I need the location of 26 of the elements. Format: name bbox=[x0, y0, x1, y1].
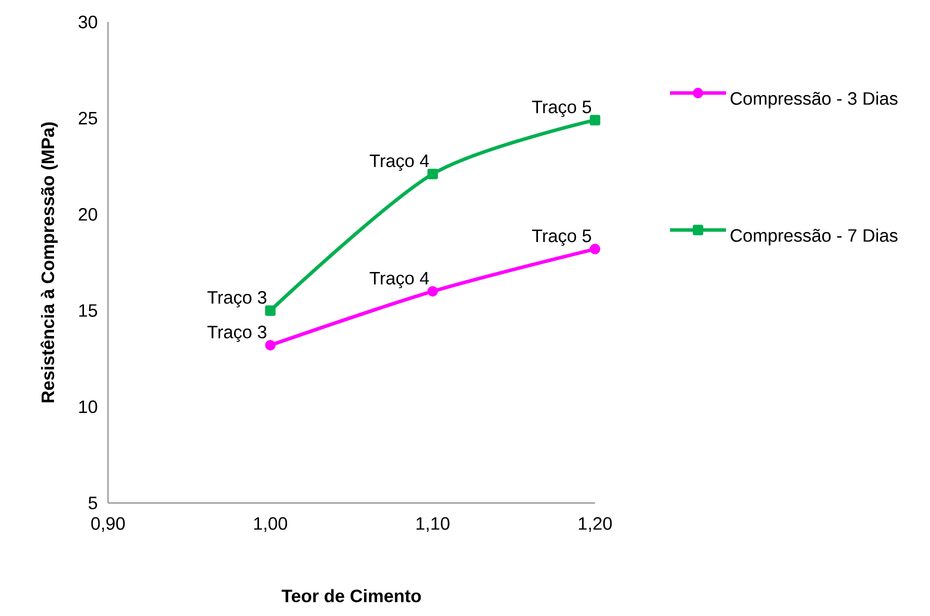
y-tick-label: 25 bbox=[78, 112, 98, 125]
annotation: Traço 5 bbox=[532, 230, 592, 246]
annotation: Traço 4 bbox=[370, 272, 429, 288]
x-tick-label: 1,00 bbox=[254, 517, 288, 532]
x-tick-label: 1,20 bbox=[578, 517, 612, 532]
y-tick-label: 15 bbox=[79, 304, 98, 317]
point bbox=[265, 305, 276, 316]
annotation: Traço 3 bbox=[207, 291, 266, 308]
y-axis-title: Resistência à Compressão (MPa) bbox=[40, 122, 58, 402]
point bbox=[427, 168, 438, 180]
point bbox=[590, 244, 600, 254]
x-tick-label: 0,90 bbox=[91, 517, 125, 532]
y-tick-label: 10 bbox=[79, 400, 98, 414]
annotation: Traço 5 bbox=[532, 100, 592, 117]
point bbox=[265, 340, 276, 350]
point bbox=[427, 286, 438, 297]
y-tick-label: 20 bbox=[78, 208, 98, 221]
legend-label: Compressão - 3 Dias bbox=[730, 92, 898, 108]
x-axis-title: Teor de Cimento bbox=[282, 589, 421, 602]
y-tick-label: 30 bbox=[78, 16, 98, 28]
legend-label: Compressão - 7 Dias bbox=[730, 228, 898, 246]
y-tick-label: 5 bbox=[88, 496, 98, 510]
point bbox=[590, 114, 600, 126]
annotation: Traço 4 bbox=[370, 154, 429, 171]
x-tick-label: 1,10 bbox=[416, 517, 450, 532]
annotation: Traço 3 bbox=[207, 326, 266, 342]
